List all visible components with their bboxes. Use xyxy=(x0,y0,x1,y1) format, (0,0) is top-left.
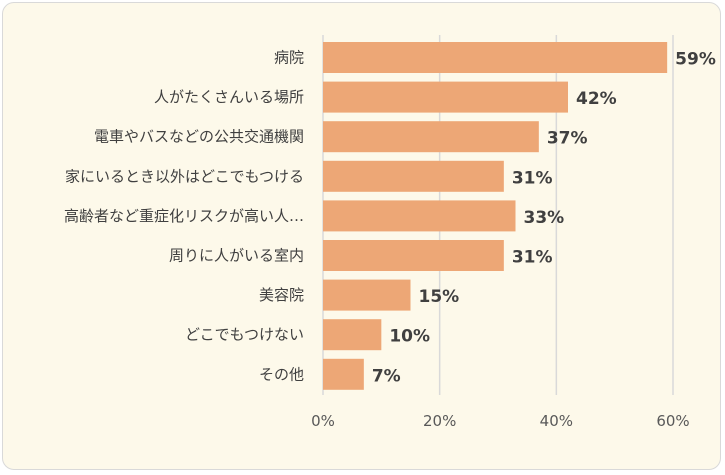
value-label-7: 10% xyxy=(389,327,430,347)
category-label-4: 高齢者など重症化リスクが高い人… xyxy=(64,207,304,225)
bar-4 xyxy=(323,200,516,232)
bar-6 xyxy=(323,279,411,311)
category-label-2: 電車やバスなどの公共交通機関 xyxy=(94,128,304,146)
category-labels: 病院人がたくさんいる場所電車やバスなどの公共交通機関家にいるとき以外はどこでもつ… xyxy=(64,49,304,384)
value-label-6: 15% xyxy=(419,287,460,307)
bar-2 xyxy=(323,121,539,153)
category-label-8: その他 xyxy=(259,365,304,383)
bar-0 xyxy=(323,42,668,73)
bar-5 xyxy=(323,240,504,271)
category-label-6: 美容院 xyxy=(259,286,304,304)
bar-3 xyxy=(323,160,504,192)
category-label-7: どこでもつけない xyxy=(185,326,304,344)
bar-7 xyxy=(323,319,382,351)
bar-1 xyxy=(323,81,568,113)
category-label-3: 家にいるとき以外はどこでもつける xyxy=(65,167,304,185)
value-label-2: 37% xyxy=(547,129,588,149)
value-label-4: 33% xyxy=(524,208,565,228)
x-axis-tick-labels: 0% 20% 40% 60% xyxy=(311,412,690,430)
x-tick-label-20: 20% xyxy=(423,412,456,430)
value-label-8: 7% xyxy=(372,366,401,386)
value-label-1: 42% xyxy=(576,89,617,109)
bars xyxy=(323,42,668,390)
value-label-5: 31% xyxy=(512,248,553,268)
bar-8 xyxy=(323,358,364,390)
category-label-1: 人がたくさんいる場所 xyxy=(154,88,304,106)
category-label-0: 病院 xyxy=(274,49,304,67)
category-label-5: 周りに人がいる室内 xyxy=(169,247,304,265)
x-tick-label-0: 0% xyxy=(311,412,335,430)
x-tick-label-60: 60% xyxy=(656,412,689,430)
value-label-3: 31% xyxy=(512,168,553,188)
value-label-0: 59% xyxy=(675,50,716,70)
value-labels: 59% 42% 37% 31% 33% 31% 15% 10% 7% xyxy=(372,50,716,387)
chart-card xyxy=(2,2,721,470)
x-tick-label-40: 40% xyxy=(540,412,573,430)
